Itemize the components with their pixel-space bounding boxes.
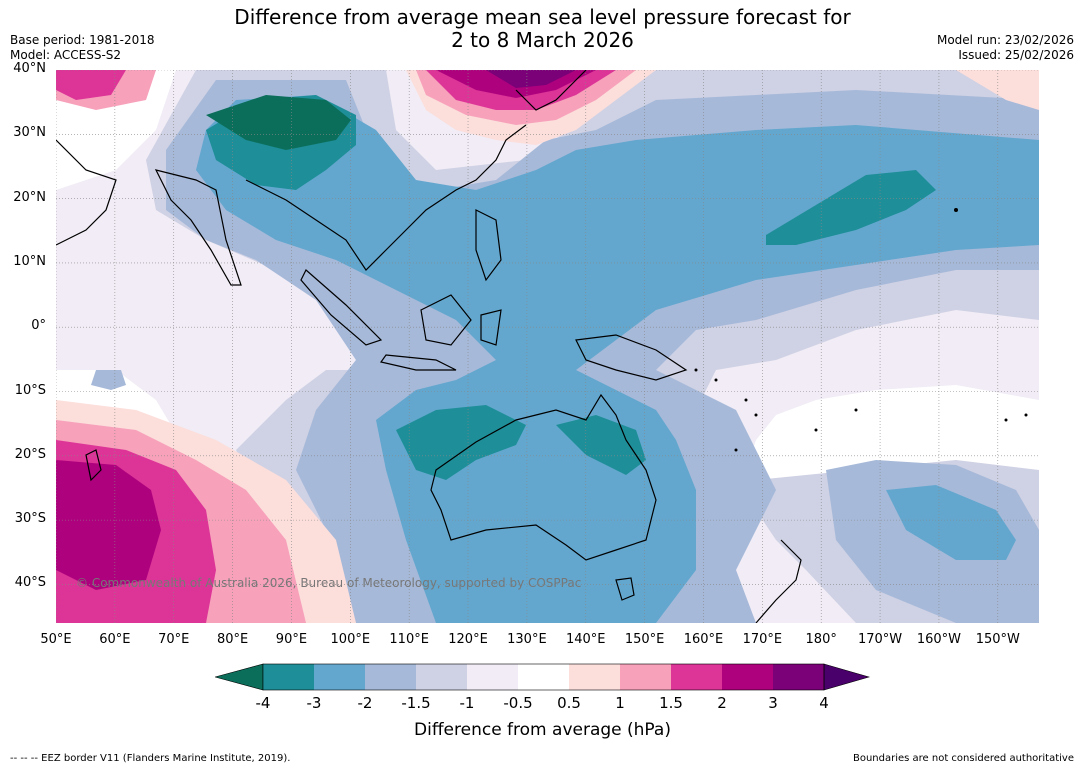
colorbar-segment: [722, 664, 773, 690]
pressure-anomaly-map: © Commonwealth of Australia 2026, Bureau…: [56, 70, 1039, 623]
longitude-label: 130°E: [507, 632, 547, 647]
colorbar-tick-label: 4: [819, 694, 829, 712]
colorbar-tick-label: 3: [768, 694, 778, 712]
colorbar-tick-label: -1: [459, 694, 475, 712]
new-zealand-coastline: [755, 539, 802, 623]
longitude-label: 90°E: [275, 632, 308, 647]
latitude-label: 30°S: [14, 511, 46, 527]
colorbar-segment: [416, 664, 467, 690]
coastlines: [56, 70, 802, 623]
borneo-coastline: [420, 294, 472, 346]
philippines-coastline: [475, 209, 502, 282]
colorbar-segment: [263, 664, 314, 690]
latitude-label: 40°N: [13, 61, 46, 76]
new-guinea-coastline: [575, 334, 688, 381]
latitude-label: 30°N: [13, 125, 46, 141]
colorbar-tick-label: 1: [615, 694, 625, 712]
latitude-label: 10°S: [14, 382, 46, 398]
madagascar-coastline: [85, 449, 102, 482]
colorbar-tick-label: 1.5: [659, 694, 683, 712]
colorbar-segment: [569, 664, 620, 690]
longitude-label: 170°E: [742, 632, 783, 647]
longitude-label: 80°E: [216, 632, 249, 647]
india-coastline: [154, 169, 242, 286]
anomaly-contour-neg4: [206, 95, 351, 150]
copyright-notice: © Commonwealth of Australia 2026, Bureau…: [76, 576, 581, 590]
colorbar-segment: [620, 664, 671, 690]
longitude-label: 170°W: [857, 632, 903, 647]
colorbar-segment: [518, 664, 569, 690]
australia-coastline: [430, 393, 657, 561]
latitude-label: 40°S: [14, 575, 46, 591]
colorbar-tick-label: 0.5: [557, 694, 581, 712]
map-title-line1: Difference from average mean sea level p…: [234, 5, 851, 29]
longitude-label: 60°E: [99, 632, 131, 647]
base-period-label: Base period: 1981-2018: [10, 33, 155, 47]
java-coastline: [379, 354, 457, 371]
issued-label: Issued: 25/02/2026: [958, 48, 1074, 62]
longitude-label: 150°W: [975, 632, 1020, 647]
latitude-label: 20°N: [13, 189, 46, 205]
eez-border-note: -- -- -- EEZ border V11 (Flanders Marine…: [10, 753, 291, 764]
colorbar-arrow-high: [823, 663, 870, 691]
japan-coastline: [515, 70, 587, 111]
latitude-label: 20°S: [14, 446, 46, 462]
longitude-label: 180°: [805, 632, 837, 647]
longitude-label: 140°E: [565, 632, 606, 647]
longitude-label: 160°E: [683, 632, 724, 647]
sumatra-coastline: [300, 269, 383, 346]
model-run-label: Model run: 23/02/2026: [936, 33, 1074, 47]
colorbar-segment: [773, 664, 824, 690]
latitude-label: 0°: [31, 318, 46, 334]
arabia-coastline: [56, 139, 117, 246]
longitude-label: 110°E: [389, 632, 429, 647]
map-title-line2: 2 to 8 March 2026: [451, 28, 634, 52]
colorbar-segment: [467, 664, 518, 690]
latitude-label: 10°N: [13, 253, 46, 269]
longitude-label: 120°E: [448, 632, 488, 647]
longitude-label: 50°E: [40, 632, 72, 647]
tasmania-coastline: [615, 577, 635, 601]
colorbar-arrow-low: [215, 663, 264, 691]
longitude-label: 160°W: [916, 632, 961, 647]
colorbar-segment: [314, 664, 365, 690]
colorbar-tick-label: -2: [357, 694, 373, 712]
longitude-label: 70°E: [158, 632, 190, 647]
colorbar-tick-label: -3: [306, 694, 322, 712]
model-label: Model: ACCESS-S2: [10, 48, 122, 62]
se-asia-coastline: [245, 124, 527, 271]
sulawesi-coastline: [480, 309, 502, 346]
colorbar-title: Difference from average (hPa): [414, 720, 671, 740]
colorbar: [215, 663, 870, 691]
colorbar-tick-label: -1.5: [401, 694, 431, 712]
colorbar-segment: [365, 664, 416, 690]
boundaries-disclaimer: Boundaries are not considered authoritat…: [852, 753, 1074, 764]
graticule: [56, 70, 1039, 623]
colorbar-outline: [262, 663, 825, 691]
colorbar-tick-label: -4: [255, 694, 271, 712]
colorbar-tick-label: -0.5: [503, 694, 533, 712]
colorbar-segment: [671, 664, 722, 690]
pacific-islands: [694, 208, 1028, 452]
colorbar-tick-label: 2: [717, 694, 727, 712]
longitude-label: 100°E: [330, 632, 371, 647]
longitude-label: 150°E: [624, 632, 665, 647]
